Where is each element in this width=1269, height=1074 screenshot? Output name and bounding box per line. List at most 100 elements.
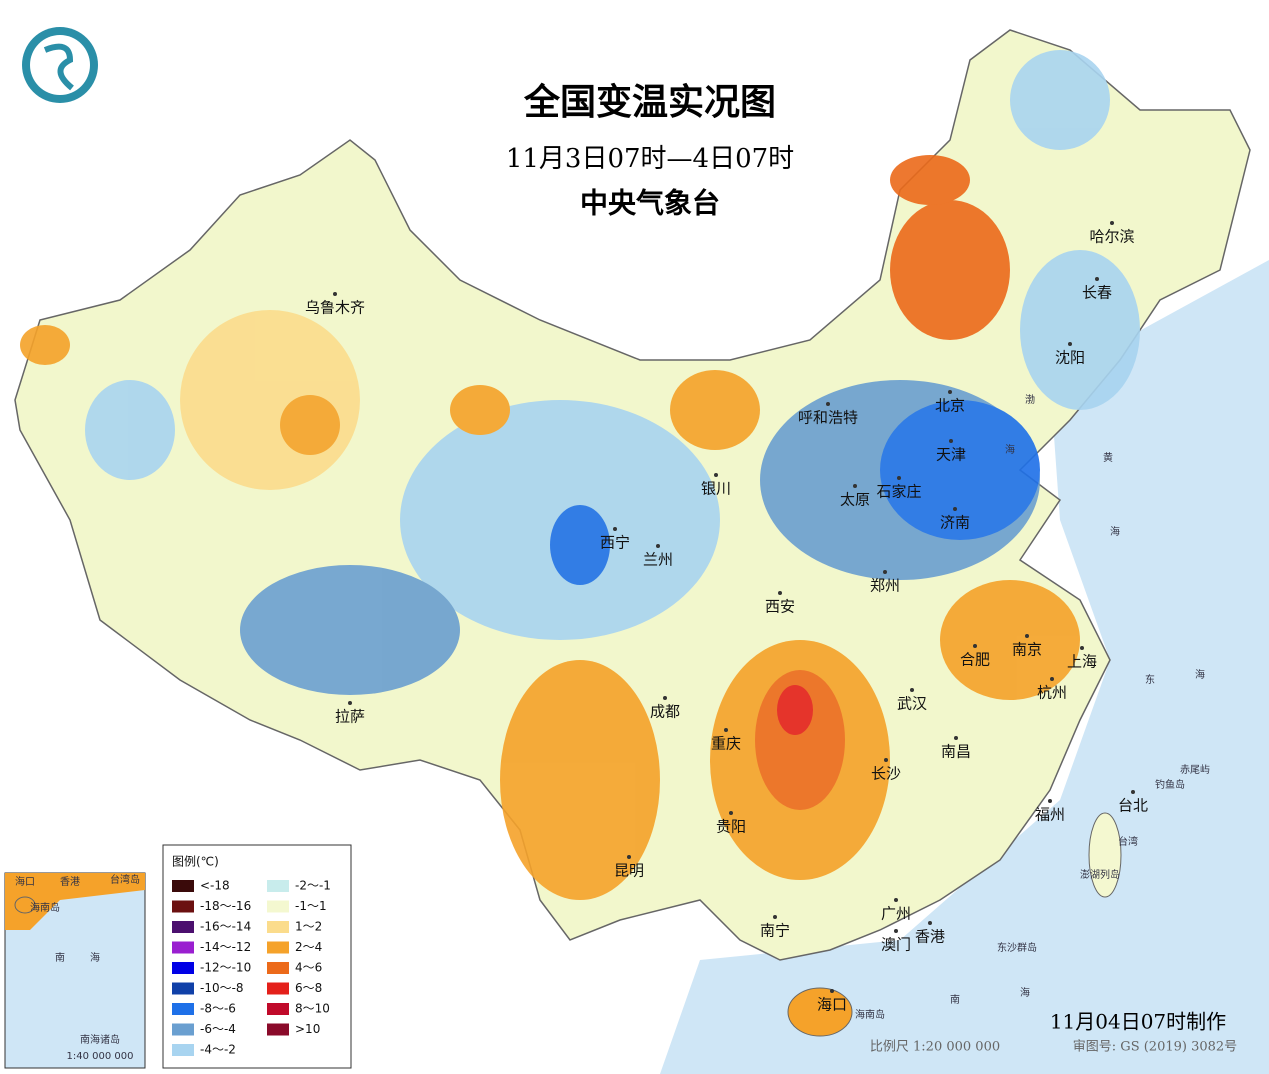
legend-label: 4～6 xyxy=(295,961,322,975)
city-dot xyxy=(1025,634,1029,638)
legend-label: -2～-1 xyxy=(295,879,331,893)
place-label: 海南岛 xyxy=(855,1008,885,1021)
area xyxy=(180,310,360,490)
area xyxy=(670,370,760,450)
legend-label: 6～8 xyxy=(295,981,322,995)
legend: 图例(℃) <-18 -18～-16 -16～-14 -14～-12 -12～-10 -1… xyxy=(162,844,352,1069)
legend-label: -14～-12 xyxy=(200,940,251,954)
city-label: 长春 xyxy=(1082,284,1112,302)
legend-label: -10～-8 xyxy=(200,981,244,995)
city-dot xyxy=(973,644,977,648)
legend-swatch xyxy=(172,880,194,892)
city-label: 太原 xyxy=(840,491,870,509)
city-label: 乌鲁木齐 xyxy=(305,299,365,317)
inset-label: 台湾岛 xyxy=(110,873,140,886)
legend-swatch xyxy=(267,982,289,995)
place-label: 东 xyxy=(1145,673,1155,686)
inset-label: 海 xyxy=(90,951,100,964)
legend-swatch xyxy=(172,941,194,954)
legend-swatch xyxy=(267,1023,289,1036)
city-dot xyxy=(1095,277,1099,281)
legend-label: 2～4 xyxy=(295,940,322,954)
made-time: 11月04日07时制作 xyxy=(1050,1010,1226,1034)
city-label: 南宁 xyxy=(760,922,790,940)
legend-box xyxy=(162,844,352,1069)
city-label: 南昌 xyxy=(941,743,971,761)
place-label: 台湾 xyxy=(1118,835,1138,848)
legend-label: 8～10 xyxy=(295,1002,330,1016)
city-dot xyxy=(714,473,718,477)
city-dot xyxy=(773,915,777,919)
place-label: 澎湖列岛 xyxy=(1080,868,1120,881)
legend-title: 图例(℃) xyxy=(172,855,219,869)
city-label: 重庆 xyxy=(711,735,741,753)
inset-label: 海口 xyxy=(15,875,35,888)
city-dot xyxy=(613,527,617,531)
area xyxy=(240,565,460,695)
approval: 审图号: GS (2019) 3082号 xyxy=(1073,1040,1237,1055)
legend-label: <-18 xyxy=(200,879,230,893)
legend-label: -1～1 xyxy=(295,899,327,913)
area xyxy=(450,385,510,435)
logo-mark xyxy=(43,43,74,91)
legend-swatch xyxy=(172,982,194,995)
city-dot xyxy=(953,507,957,511)
inset-hainan xyxy=(14,896,36,914)
city-dot xyxy=(1131,790,1135,794)
city-dot xyxy=(1048,799,1052,803)
city-dot xyxy=(348,701,352,705)
legend-swatch xyxy=(267,880,289,892)
legend-label: -12～-10 xyxy=(200,961,251,975)
city-label: 台北 xyxy=(1118,797,1148,815)
area xyxy=(880,400,1040,540)
inset-label: 海南岛 xyxy=(30,901,60,914)
legend-label: -8～-6 xyxy=(200,1002,236,1016)
legend-swatch xyxy=(267,1003,289,1015)
city-dot xyxy=(333,292,337,296)
legend-label: -4～-2 xyxy=(200,1043,236,1057)
legend-swatch xyxy=(172,1023,194,1036)
place-label: 赤尾屿 xyxy=(1180,764,1210,776)
inset-title: 南海诸岛 xyxy=(80,1033,120,1046)
legend-label: 1～2 xyxy=(295,920,322,934)
city-dot xyxy=(894,898,898,902)
city-label: 杭州 xyxy=(1037,684,1067,702)
city-label: 海口 xyxy=(817,996,847,1014)
city-dot xyxy=(910,688,914,692)
legend-swatch xyxy=(267,962,289,974)
city-label: 西宁 xyxy=(600,534,630,552)
city-label: 天津 xyxy=(936,446,966,464)
city-dot xyxy=(894,929,898,933)
city-dot xyxy=(663,696,667,700)
taiwan xyxy=(1088,812,1122,898)
city-label: 沈阳 xyxy=(1055,349,1085,367)
area xyxy=(890,155,970,205)
city-label: 西安 xyxy=(765,598,795,616)
city-label: 长沙 xyxy=(871,765,901,783)
city-label: 合肥 xyxy=(960,651,990,669)
city-dot xyxy=(853,484,857,488)
city-dot xyxy=(1050,677,1054,681)
anomaly-areas xyxy=(20,50,1140,900)
inset-land xyxy=(5,873,145,930)
place-label: 钓鱼岛 xyxy=(1155,778,1185,791)
city-label: 南京 xyxy=(1012,641,1042,659)
city-dot xyxy=(656,544,660,548)
city-label: 成都 xyxy=(650,703,680,721)
area xyxy=(85,380,175,480)
area xyxy=(500,660,660,900)
city-label: 上海 xyxy=(1067,653,1097,671)
hainan xyxy=(787,987,853,1037)
city-dot xyxy=(884,758,888,762)
city-label: 北京 xyxy=(935,397,965,415)
place-label: 东沙群岛 xyxy=(997,941,1037,954)
city-label: 石家庄 xyxy=(876,483,921,501)
city-label: 郑州 xyxy=(870,577,900,595)
place-label: 海 xyxy=(1020,986,1030,999)
city-dot xyxy=(954,736,958,740)
place-label: 海 xyxy=(1110,525,1120,538)
legend-label: >10 xyxy=(295,1022,320,1036)
legend-swatch xyxy=(172,921,194,933)
